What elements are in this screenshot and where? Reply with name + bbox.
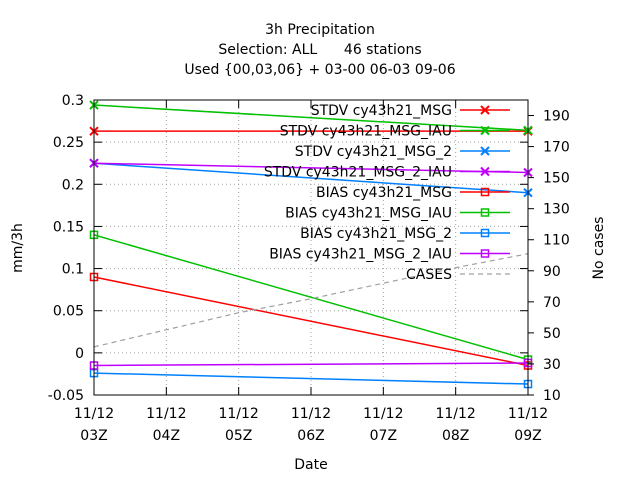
- chart-title-line-2: Selection: ALL 46 stations: [218, 42, 422, 58]
- legend-label: BIAS cy43h21_MSG_2_IAU: [269, 247, 452, 263]
- x-tick-label-hour: 04Z: [153, 428, 180, 444]
- legend-entry-3: STDV cy43h21_MSG_2: [295, 144, 510, 160]
- x-tick-label-date: 11/12: [218, 406, 258, 422]
- legend-marker: [480, 146, 490, 156]
- series-line: [93, 276, 529, 367]
- legend-marker: [480, 249, 490, 258]
- legend-label: STDV cy43h21_MSG_2: [295, 144, 452, 160]
- y2-tick-label: 190: [543, 109, 570, 125]
- y2-tick-label: 90: [543, 264, 561, 280]
- chart-title-line-1: 3h Precipitation: [265, 22, 375, 38]
- y-tick-label: 0.05: [53, 304, 84, 320]
- y-tick-label: 0.1: [62, 262, 84, 278]
- legend-entry-5: BIAS cy43h21_MSG: [316, 185, 510, 201]
- x-tick-label-date: 11/12: [74, 406, 114, 422]
- y2-tick-label: 170: [543, 140, 570, 156]
- series-lines: [89, 100, 533, 389]
- marker-stroke: [480, 166, 490, 177]
- legend-entry-9: CASES: [406, 267, 510, 283]
- legend-marker: [480, 105, 490, 115]
- y-tick-label: 0: [75, 346, 84, 362]
- series-line: [93, 372, 529, 385]
- y2-tick-label: 50: [543, 326, 561, 342]
- x-tick-label-date: 11/12: [291, 406, 331, 422]
- x-tick-label-date: 11/12: [146, 406, 186, 422]
- legend-label: CASES: [406, 267, 452, 283]
- y-tick-label: 0.3: [62, 93, 84, 109]
- legend-marker: [480, 187, 490, 197]
- y2-tick-label: 110: [543, 233, 570, 249]
- y-tick-label: 0.2: [62, 177, 84, 193]
- legend-entry-8: BIAS cy43h21_MSG_2_IAU: [269, 247, 510, 263]
- x-tick-label-hour: 03Z: [80, 428, 107, 444]
- y2-tick-label: 30: [543, 357, 561, 373]
- legend-label: STDV cy43h21_MSG_2_IAU: [264, 165, 452, 181]
- x-tick-label-hour: 06Z: [297, 428, 324, 444]
- chart-title-line-3: Used {00,03,06} + 03-00 06-03 09-06: [184, 62, 456, 78]
- axes: -0.05 0 0.05 0.1 0.15 0.2 0.25 0.3 10 30 50 70 90 110…: [48, 93, 570, 444]
- series-line: [93, 162, 529, 174]
- legend-label: BIAS cy43h21_MSG: [316, 185, 452, 201]
- x-tick-label-hour: 09Z: [514, 428, 541, 444]
- y2-axis-label: No cases: [591, 217, 607, 280]
- y-tick-label: -0.05: [48, 388, 84, 404]
- x-tick-label-date: 11/12: [435, 406, 475, 422]
- legend-marker: [480, 166, 490, 177]
- series-9: [93, 253, 529, 348]
- marker-stroke: [480, 105, 490, 115]
- series-line: [93, 234, 529, 361]
- marker-stroke: [480, 125, 490, 136]
- grid: [94, 100, 528, 395]
- y2-tick-label: 10: [543, 388, 561, 404]
- y-tick-label: 0.25: [53, 135, 84, 151]
- legend-label: BIAS cy43h21_MSG_IAU: [285, 206, 452, 222]
- legend-label: BIAS cy43h21_MSG_2: [300, 226, 452, 242]
- series-line: [93, 362, 529, 367]
- x-tick-label-hour: 08Z: [442, 428, 469, 444]
- x-tick-label-date: 11/12: [363, 406, 403, 422]
- x-tick-label-date: 11/12: [508, 406, 548, 422]
- legend-entry-6: BIAS cy43h21_MSG_IAU: [285, 206, 510, 222]
- y-axis-label: mm/3h: [10, 223, 26, 273]
- legend-entry-7: BIAS cy43h21_MSG_2: [300, 226, 510, 242]
- legend-label: STDV cy43h21_MSG: [311, 103, 452, 119]
- legend-entry-4: STDV cy43h21_MSG_2_IAU: [264, 165, 510, 181]
- y2-tick-label: 130: [543, 202, 570, 218]
- marker-stroke: [480, 146, 490, 156]
- series-line: [93, 104, 529, 132]
- x-tick-label-hour: 07Z: [370, 428, 397, 444]
- series-line: [93, 162, 529, 194]
- series-5: [89, 272, 533, 370]
- x-axis-label: Date: [294, 457, 327, 473]
- y-tick-label: 0.15: [53, 219, 84, 235]
- legend-label: STDV cy43h21_MSG_IAU: [280, 124, 452, 140]
- legend-marker: [480, 228, 490, 238]
- legend: STDV cy43h21_MSG STDV cy43h21_MSG_IAU STDV…: [264, 103, 510, 283]
- legend-entry-1: STDV cy43h21_MSG: [311, 103, 510, 119]
- series-line: [93, 253, 529, 348]
- y2-tick-label: 150: [543, 171, 570, 187]
- y2-tick-label: 70: [543, 295, 561, 311]
- x-tick-label-hour: 05Z: [225, 428, 252, 444]
- legend-marker: [480, 208, 490, 217]
- legend-entry-2: STDV cy43h21_MSG_IAU: [280, 124, 510, 140]
- legend-marker: [480, 125, 490, 136]
